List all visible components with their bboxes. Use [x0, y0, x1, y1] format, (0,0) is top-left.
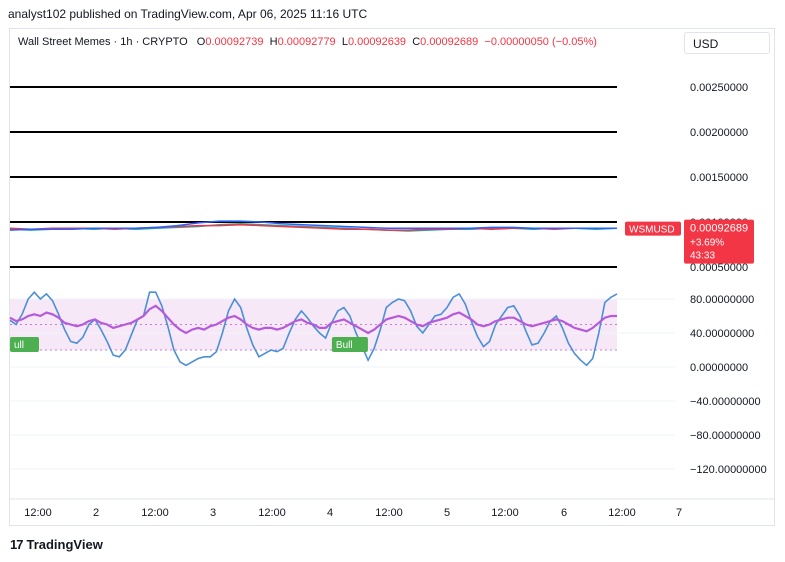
time-axis-tick: 7 — [676, 507, 682, 519]
low-value: 0.00092639 — [347, 36, 407, 48]
oscillator-series-line-0 — [9, 291, 618, 367]
ohlc-legend: Wall Street Memes · 1h · CRYPTO O0.00092… — [18, 36, 597, 48]
price-series-line-2 — [9, 220, 617, 231]
price-tag-countdown: 43:33 — [690, 251, 715, 262]
chart-frame — [9, 28, 775, 526]
currency-button[interactable]: USD — [684, 32, 770, 54]
price-tag-bg — [684, 219, 754, 264]
price-axis-tick: 0.00050000 — [690, 262, 748, 274]
bull-label-bg — [10, 337, 39, 352]
time-axis-tick: 6 — [561, 507, 567, 519]
time-axis-tick: 12:00 — [608, 507, 636, 519]
oscillator-axis-tick: 40.00000000 — [690, 328, 754, 340]
oscillator-axis-tick: 80.00000000 — [690, 294, 754, 306]
price-axis-tick: 0.00250000 — [690, 82, 748, 94]
ticker-tag-bg — [625, 221, 681, 236]
bull-label-text: ull — [14, 340, 24, 351]
time-axis-tick: 12:00 — [141, 507, 169, 519]
high-value: 0.00092779 — [277, 36, 336, 48]
open-key: O — [196, 36, 206, 48]
price-axis-tick: 0.00200000 — [690, 127, 748, 139]
price-tag: WSMUSD 0.00092689 +3.69% 43:33 — [625, 219, 754, 264]
time-axis-tick: 12:00 — [258, 507, 286, 519]
oscillator-series-line-1 — [9, 304, 617, 335]
oscillator-axis-tick: −40.00000000 — [690, 396, 761, 408]
close-key: C — [412, 36, 421, 48]
time-axis-tick: 12:00 — [491, 507, 519, 519]
bull-label-text: Bull — [336, 340, 353, 351]
publish-header: analyst102 published on TradingView.com,… — [8, 7, 368, 21]
change-value: −0.00000050 (−0.05%) — [484, 36, 597, 48]
high-key: H — [269, 36, 278, 48]
price-tag-change: +3.69% — [690, 238, 724, 249]
price-tag-value: 0.00092689 — [690, 223, 748, 235]
time-axis-tick: 4 — [327, 507, 333, 519]
time-axis-tick: 12:00 — [24, 507, 52, 519]
oscillator-axis-tick: −80.00000000 — [690, 430, 761, 442]
tradingview-brand: TradingView — [26, 537, 103, 552]
price-axis-tick: 0.00150000 — [690, 172, 748, 184]
time-axis-tick: 5 — [444, 507, 450, 519]
low-key: L — [341, 36, 348, 48]
time-axis-tick: 3 — [210, 507, 216, 519]
time-axis-tick: 12:00 — [375, 507, 403, 519]
tradingview-footer[interactable]: 17 TradingView — [10, 537, 103, 552]
tradingview-logo-icon: 17 — [10, 537, 24, 552]
oscillator-axis-tick: −120.00000000 — [690, 464, 767, 476]
bull-label-bg — [331, 337, 368, 352]
symbol-label[interactable]: Wall Street Memes · 1h · CRYPTO — [18, 36, 188, 48]
oscillator-axis-tick: 0.00000000 — [690, 362, 748, 374]
ticker-tag-text: WSMUSD — [629, 225, 675, 236]
time-axis-tick: 2 — [93, 507, 99, 519]
open-value: 0.00092739 — [205, 36, 264, 48]
close-value: 0.00092689 — [420, 36, 479, 48]
